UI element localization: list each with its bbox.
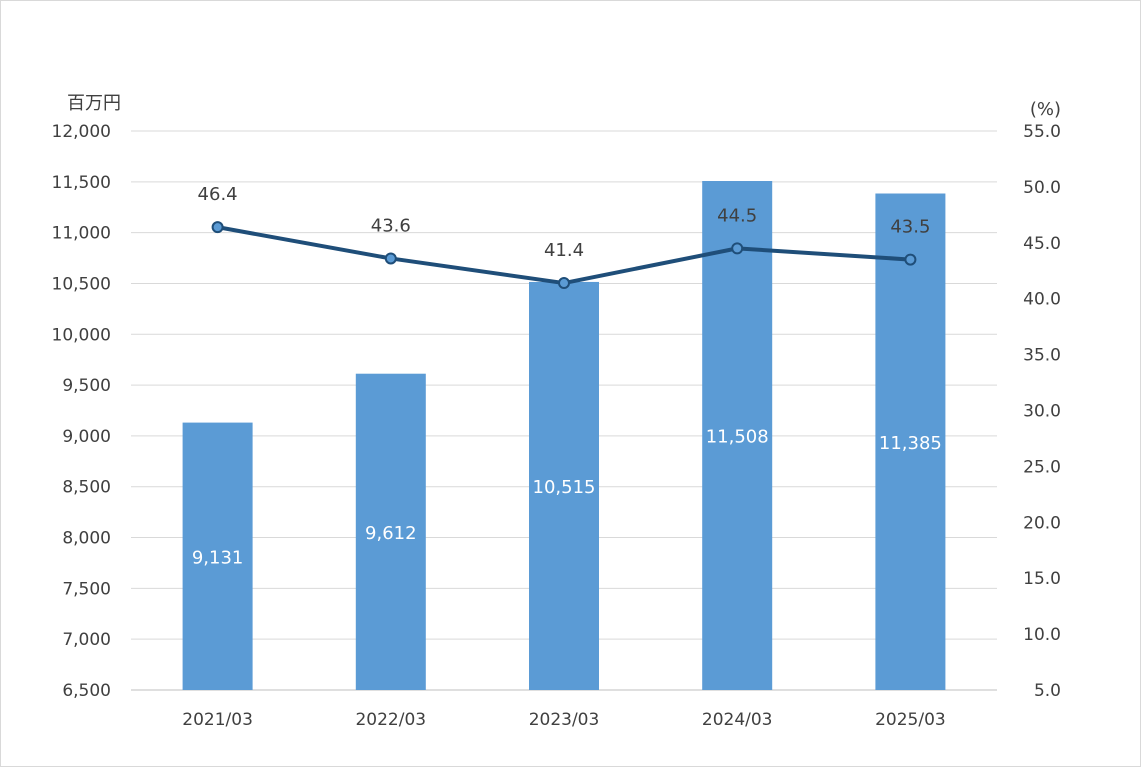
bar-data-label: 9,131 (192, 547, 244, 568)
x-axis-tick-label: 2022/03 (355, 710, 426, 730)
line-point (904, 253, 917, 266)
right-axis-tick-label: 40.0 (1023, 290, 1061, 310)
left-axis-tick-label: 8,000 (62, 529, 111, 549)
bar (355, 373, 426, 690)
bar (702, 181, 773, 690)
bar (875, 193, 946, 691)
right-axis-tick-label: 50.0 (1023, 178, 1061, 198)
right-axis-tick-label: 5.0 (1034, 681, 1061, 701)
line-point (211, 221, 224, 234)
bar (529, 281, 599, 690)
line-point (731, 242, 744, 255)
left-axis-tick-label: 7,500 (62, 579, 111, 599)
left-axis-tick-label: 9,500 (62, 376, 111, 396)
line-series (211, 221, 917, 290)
right-axis-unit: (%) (1030, 99, 1061, 120)
bar-data-label: 11,508 (706, 427, 769, 448)
x-axis-tick-label: 2021/03 (182, 710, 253, 730)
x-axis-tick-label: 2024/03 (702, 710, 773, 730)
line-point (384, 252, 397, 265)
left-axis-tick-label: 7,000 (62, 630, 111, 650)
left-axis-tick-label: 11,500 (52, 173, 111, 193)
bar-data-label: 10,515 (533, 477, 596, 498)
left-axis-tick-label: 11,000 (52, 224, 111, 244)
line-data-label: 43.6 (371, 215, 411, 236)
left-axis-tick-label: 10,500 (52, 274, 111, 294)
left-axis-tick-label: 8,500 (62, 478, 111, 498)
left-axis-tick-label: 6,500 (62, 681, 111, 701)
line-point (558, 277, 570, 290)
line-data-label: 41.4 (544, 240, 584, 261)
right-axis-tick-label: 35.0 (1023, 346, 1061, 366)
line-data-label: 44.5 (717, 205, 757, 226)
right-axis-tick-label: 45.0 (1023, 234, 1061, 254)
x-axis-tick-label: 2023/03 (529, 710, 600, 730)
line-data-label: 43.5 (890, 217, 930, 238)
right-axis-tick-label: 30.0 (1023, 402, 1061, 422)
axes: 6,500 7,000 7,500 8,000 8,500 9,000 9,500 10,00… (52, 122, 1061, 730)
bar-data-label: 9,612 (365, 523, 417, 544)
right-axis-tick-label: 10.0 (1023, 625, 1061, 645)
right-axis-tick-label: 25.0 (1023, 457, 1061, 477)
left-axis-tick-label: 10,000 (52, 325, 111, 345)
data-labels: 9,131 9,612 10,515 11,508 11,385 46.4 43.6 41.4… (192, 184, 942, 568)
bar (182, 422, 253, 690)
bar-series (182, 181, 946, 691)
right-axis-tick-label: 15.0 (1023, 569, 1061, 589)
line-data-label: 46.4 (198, 184, 238, 205)
right-axis-tick-label: 55.0 (1023, 122, 1061, 142)
left-axis-tick-label: 12,000 (52, 122, 111, 142)
x-axis-tick-label: 2025/03 (875, 710, 946, 730)
left-axis-unit: 百万円 (67, 93, 121, 114)
bar-data-label: 11,385 (879, 433, 942, 454)
right-axis-tick-label: 20.0 (1023, 513, 1061, 533)
left-axis-tick-label: 9,000 (62, 427, 111, 447)
